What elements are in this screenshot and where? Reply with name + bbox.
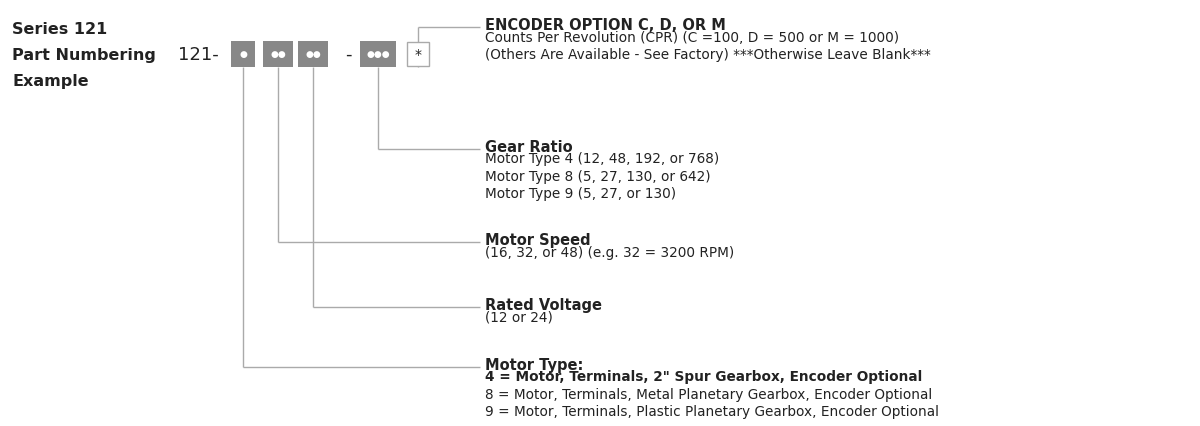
Text: 121-: 121- <box>178 46 218 64</box>
Text: Series 121: Series 121 <box>12 22 107 37</box>
FancyBboxPatch shape <box>230 42 256 68</box>
Text: ●: ● <box>239 50 247 59</box>
Text: 4 = Motor, Terminals, 2" Spur Gearbox, Encoder Optional: 4 = Motor, Terminals, 2" Spur Gearbox, E… <box>485 370 923 383</box>
Text: *: * <box>414 48 421 62</box>
Text: ●●●: ●●● <box>366 50 390 59</box>
Text: Motor Type:: Motor Type: <box>485 357 583 372</box>
Text: ENCODER OPTION C, D, OR M: ENCODER OPTION C, D, OR M <box>485 18 726 33</box>
Text: 9 = Motor, Terminals, Plastic Planetary Gearbox, Encoder Optional: 9 = Motor, Terminals, Plastic Planetary … <box>485 405 940 418</box>
Text: Gear Ratio: Gear Ratio <box>485 140 572 155</box>
Text: Motor Speed: Motor Speed <box>485 233 590 248</box>
Text: Rated Voltage: Rated Voltage <box>485 297 602 312</box>
Text: ●●: ●● <box>270 50 286 59</box>
Text: 8 = Motor, Terminals, Metal Planetary Gearbox, Encoder Optional: 8 = Motor, Terminals, Metal Planetary Ge… <box>485 387 932 401</box>
Text: -: - <box>344 46 352 64</box>
Text: ●●: ●● <box>305 50 320 59</box>
Text: (16, 32, or 48) (e.g. 32 = 3200 RPM): (16, 32, or 48) (e.g. 32 = 3200 RPM) <box>485 245 734 259</box>
FancyBboxPatch shape <box>407 43 430 67</box>
Text: Part Numbering: Part Numbering <box>12 48 156 63</box>
Text: (Others Are Available - See Factory) ***Otherwise Leave Blank***: (Others Are Available - See Factory) ***… <box>485 48 931 62</box>
Text: Example: Example <box>12 74 89 89</box>
Text: (12 or 24): (12 or 24) <box>485 310 553 324</box>
FancyBboxPatch shape <box>360 42 396 68</box>
Text: Counts Per Revolution (CPR) (C =100, D = 500 or M = 1000): Counts Per Revolution (CPR) (C =100, D =… <box>485 30 899 44</box>
Text: Motor Type 4 (12, 48, 192, or 768): Motor Type 4 (12, 48, 192, or 768) <box>485 152 719 166</box>
Text: Motor Type 9 (5, 27, or 130): Motor Type 9 (5, 27, or 130) <box>485 187 676 201</box>
FancyBboxPatch shape <box>263 42 293 68</box>
FancyBboxPatch shape <box>298 42 328 68</box>
Text: Motor Type 8 (5, 27, 130, or 642): Motor Type 8 (5, 27, 130, or 642) <box>485 170 710 184</box>
